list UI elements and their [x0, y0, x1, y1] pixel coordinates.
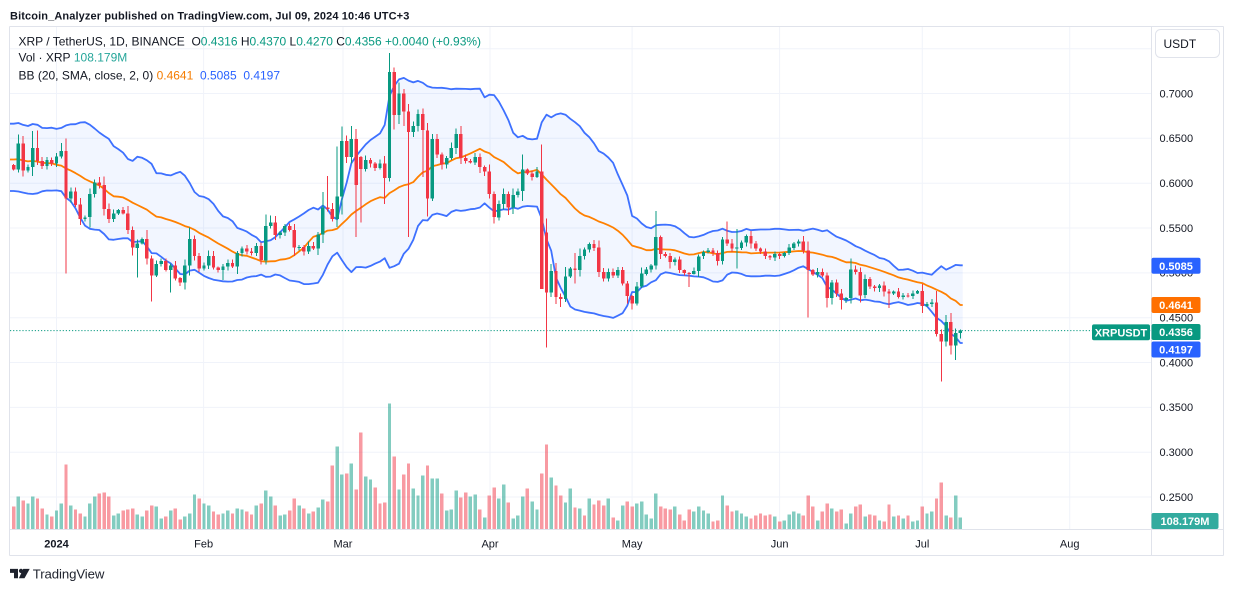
svg-text:0.4641: 0.4641 — [1159, 300, 1193, 312]
svg-text:2024: 2024 — [44, 539, 69, 551]
svg-text:Bitcoin_Analyzer published on: Bitcoin_Analyzer published on TradingVie… — [10, 10, 409, 22]
svg-text:0.3500: 0.3500 — [1160, 402, 1194, 414]
svg-text:TradingView: TradingView — [33, 567, 105, 582]
svg-text:0.2500: 0.2500 — [1160, 492, 1194, 504]
svg-text:XRPUSDT: XRPUSDT — [1095, 327, 1148, 339]
svg-text:Vol · XRP 108.179M: Vol · XRP 108.179M — [19, 51, 128, 65]
svg-text:Mar: Mar — [334, 539, 353, 551]
svg-text:0.4000: 0.4000 — [1160, 357, 1194, 369]
svg-text:0.4356: 0.4356 — [1159, 327, 1193, 339]
svg-text:Jul: Jul — [915, 539, 929, 551]
svg-text:0.5085: 0.5085 — [1159, 261, 1193, 273]
svg-text:BB (20, SMA, close, 2, 0) 0.46: BB (20, SMA, close, 2, 0) 0.4641 0.5085 … — [19, 68, 281, 82]
svg-text:Feb: Feb — [194, 539, 213, 551]
svg-text:Apr: Apr — [481, 539, 498, 551]
svg-text:Aug: Aug — [1060, 539, 1080, 551]
svg-text:Jun: Jun — [771, 539, 789, 551]
svg-text:0.6500: 0.6500 — [1160, 133, 1194, 145]
svg-text:0.7000: 0.7000 — [1160, 88, 1194, 100]
svg-text:0.6000: 0.6000 — [1160, 178, 1194, 190]
svg-text:USDT: USDT — [1164, 37, 1197, 51]
svg-text:0.5500: 0.5500 — [1160, 223, 1194, 235]
svg-text:0.4500: 0.4500 — [1160, 313, 1194, 325]
svg-text:XRP / TetherUS, 1D, BINANCE O: XRP / TetherUS, 1D, BINANCE O0.4316 H0.4… — [19, 34, 482, 48]
svg-text:108.179M: 108.179M — [1161, 516, 1210, 528]
svg-text:0.3000: 0.3000 — [1160, 447, 1194, 459]
svg-text:May: May — [622, 539, 643, 551]
svg-text:0.4197: 0.4197 — [1159, 345, 1193, 357]
